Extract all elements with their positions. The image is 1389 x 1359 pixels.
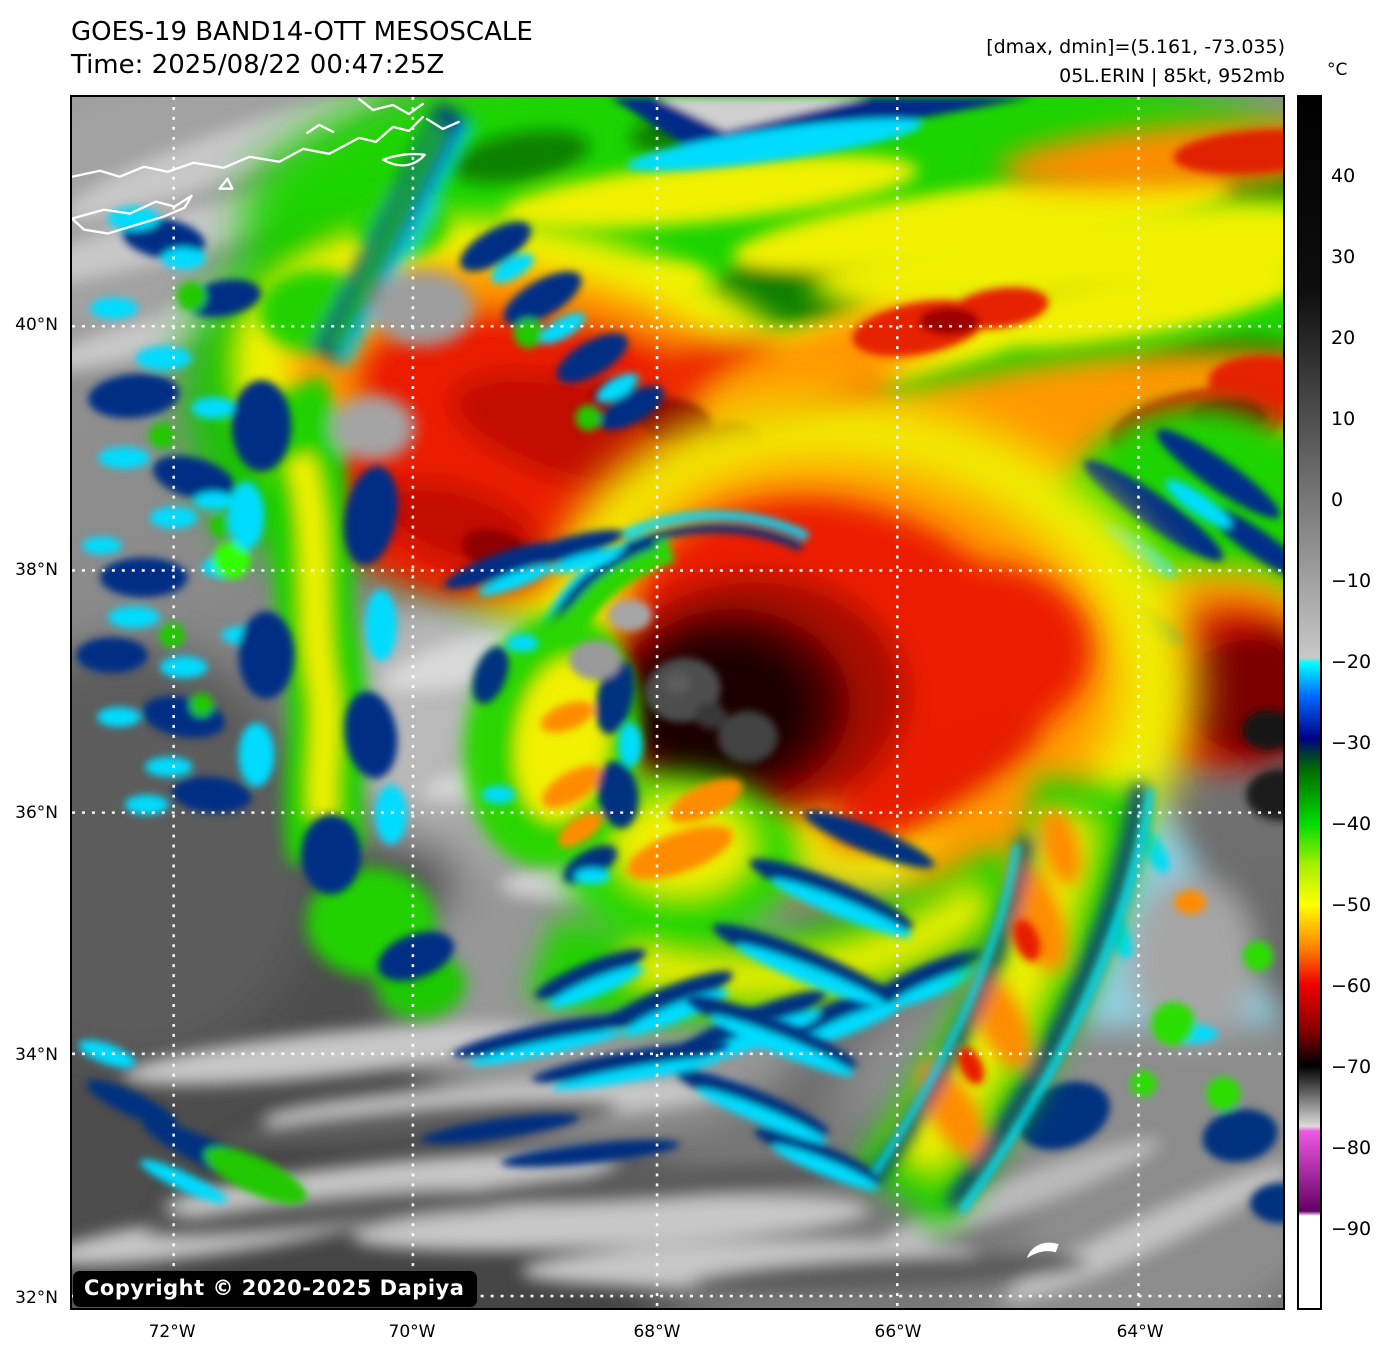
coastline	[72, 97, 460, 235]
product-time: Time: 2025/08/22 00:47:25Z	[71, 49, 445, 80]
north-edge-wedge	[610, 97, 1034, 171]
lat-label: 40°N	[15, 314, 58, 335]
lat-label: 32°N	[15, 1287, 58, 1308]
west-tongue	[444, 529, 653, 885]
lat-label: 34°N	[15, 1044, 58, 1065]
south-rainband	[525, 771, 1042, 1062]
lon-label: 68°W	[633, 1322, 681, 1342]
colorbar-tick-label: 20	[1331, 327, 1356, 349]
southeast-rainband	[421, 775, 1154, 1233]
colorbar-tick-label: −40	[1331, 813, 1372, 835]
colorbar-tick-label: −50	[1331, 894, 1372, 917]
colorbar-tick-label: −30	[1331, 731, 1372, 754]
colorbar-tick-label: 30	[1331, 245, 1356, 268]
satellite-map: Copyright © 2020-2025 Dapiya	[70, 95, 1285, 1310]
latitude-axis-labels: 40°N 38°N 36°N 34°N 32°N	[0, 95, 64, 1310]
storm-info-annotation: 05L.ERIN | 85kt, 952mb	[1059, 64, 1285, 87]
colorbar-tick-labels: 40 30 20 10 0 −10 −20 −30 −40 −50 −60 −70 −80 −90	[1331, 95, 1389, 1310]
colorbar-tick-label: 40	[1331, 165, 1356, 188]
hurricane-eye	[645, 657, 778, 763]
longitude-axis-labels: 72°W 70°W 68°W 66°W 64°W	[70, 1316, 1285, 1352]
dmax-dmin-annotation: [dmax, dmin]=(5.161, -73.035)	[986, 36, 1285, 58]
lon-label: 70°W	[388, 1322, 436, 1342]
colorbar-tick-label: −60	[1331, 974, 1372, 997]
colorbar-tick-label: −80	[1331, 1137, 1372, 1160]
colorbar-tick-label: −90	[1331, 1217, 1372, 1240]
colorbar-unit-label: °C	[1327, 60, 1348, 80]
lon-label: 64°W	[1116, 1322, 1164, 1342]
colorbar-tick-label: 10	[1331, 408, 1356, 431]
colorbar-tick-label: 0	[1331, 488, 1344, 511]
west-convective-band	[75, 103, 665, 1205]
annotation-block: [dmax, dmin]=(5.161, -73.035) 05L.ERIN |…	[986, 33, 1285, 90]
lat-label: 38°N	[15, 559, 58, 580]
colorbar-tick-label: −10	[1331, 570, 1372, 592]
title-block: GOES-19 BAND14-OTT MESOSCALE Time: 2025/…	[71, 16, 533, 81]
colorbar-tick-label: −20	[1331, 651, 1372, 674]
lon-label: 66°W	[874, 1322, 922, 1342]
temperature-colorbar	[1297, 95, 1322, 1310]
low-cloud-curl	[1026, 1242, 1059, 1259]
colorbar-tick-label: −70	[1331, 1056, 1372, 1078]
lon-label: 72°W	[148, 1322, 196, 1342]
lat-label: 36°N	[15, 802, 58, 823]
satellite-image	[72, 97, 1283, 1308]
copyright-badge: Copyright © 2020-2025 Dapiya	[73, 1271, 478, 1307]
product-title: GOES-19 BAND14-OTT MESOSCALE	[71, 17, 533, 47]
